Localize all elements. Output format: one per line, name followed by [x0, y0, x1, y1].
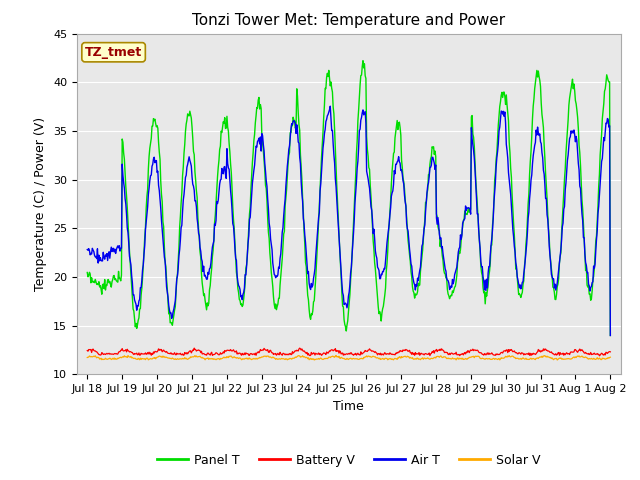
Text: TZ_tmet: TZ_tmet	[85, 46, 142, 59]
Panel T	[200, 293, 207, 299]
Line: Panel T: Panel T	[87, 60, 611, 336]
Battery V	[200, 351, 207, 357]
Air T	[93, 256, 100, 262]
Battery V	[227, 348, 235, 353]
Battery V	[428, 349, 436, 355]
Solar V	[607, 354, 614, 360]
Panel T	[83, 270, 91, 276]
Panel T	[93, 282, 100, 288]
Air T	[428, 155, 436, 160]
Battery V	[413, 351, 420, 357]
Line: Solar V: Solar V	[87, 356, 611, 360]
X-axis label: Time: Time	[333, 400, 364, 413]
Solar V	[147, 356, 154, 361]
Line: Air T: Air T	[87, 106, 611, 336]
Battery V	[596, 353, 604, 359]
Panel T	[607, 333, 614, 338]
Panel T	[428, 144, 436, 150]
Battery V	[93, 349, 100, 355]
Solar V	[93, 355, 100, 360]
Solar V	[200, 355, 207, 361]
Panel T	[359, 58, 367, 63]
Air T	[147, 173, 154, 179]
Solar V	[83, 355, 91, 360]
Air T	[227, 196, 235, 202]
Panel T	[147, 140, 154, 146]
Panel T	[413, 291, 420, 297]
Battery V	[83, 348, 91, 353]
Air T	[83, 247, 91, 252]
Title: Tonzi Tower Met: Temperature and Power: Tonzi Tower Met: Temperature and Power	[192, 13, 506, 28]
Air T	[413, 283, 420, 289]
Battery V	[147, 350, 154, 356]
Air T	[607, 333, 614, 338]
Solar V	[413, 355, 420, 361]
Solar V	[227, 353, 235, 359]
Y-axis label: Temperature (C) / Power (V): Temperature (C) / Power (V)	[35, 117, 47, 291]
Legend: Panel T, Battery V, Air T, Solar V: Panel T, Battery V, Air T, Solar V	[152, 449, 546, 472]
Air T	[200, 264, 207, 269]
Line: Battery V: Battery V	[87, 348, 611, 356]
Panel T	[227, 170, 235, 176]
Battery V	[296, 345, 303, 351]
Solar V	[554, 357, 561, 363]
Solar V	[428, 356, 436, 361]
Air T	[326, 103, 334, 109]
Battery V	[607, 349, 614, 355]
Solar V	[332, 353, 340, 359]
